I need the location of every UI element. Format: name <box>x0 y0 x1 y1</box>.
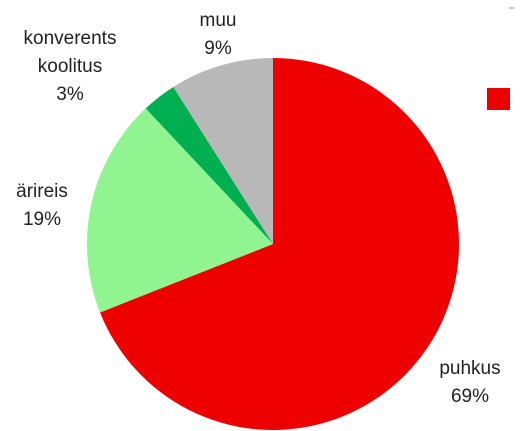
category-label: ärireis <box>16 181 68 202</box>
pie-slice <box>87 108 274 313</box>
legend-swatch <box>487 88 510 110</box>
slice-label: muu 9% <box>163 7 273 63</box>
category-label: puhkus <box>439 358 501 379</box>
value-label: 19% <box>22 209 62 230</box>
category-label: konverents koolitus <box>23 28 117 77</box>
value-label: 9% <box>204 38 232 59</box>
value-label: 69% <box>450 386 490 407</box>
category-label: muu <box>199 10 237 31</box>
slice-label: puhkus 69% <box>415 355 525 411</box>
slice-label: konverents koolitus 3% <box>15 25 125 109</box>
pie-slice <box>145 86 273 244</box>
pie-slice <box>173 58 273 244</box>
slice-label: ärireis 19% <box>0 178 97 234</box>
pie-slice <box>100 58 460 430</box>
value-label: 3% <box>56 84 84 105</box>
